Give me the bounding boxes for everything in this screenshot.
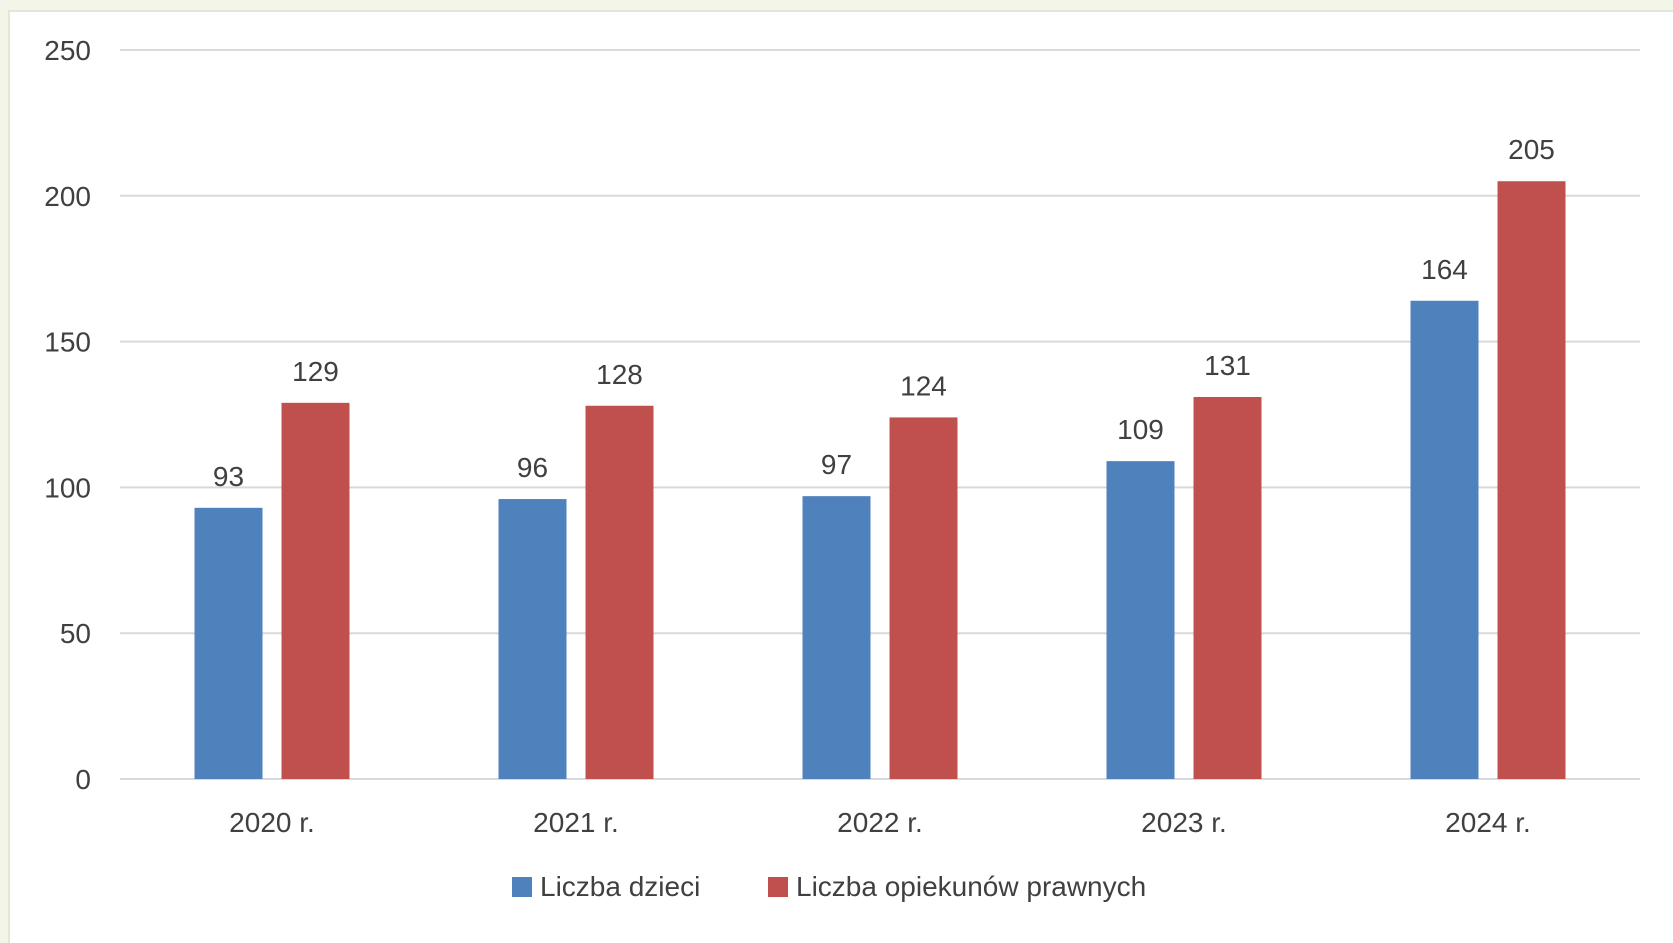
- bar-dzieci-1: [498, 499, 567, 779]
- data-label: 124: [900, 370, 947, 401]
- x-category-label: 2023 r.: [1141, 807, 1227, 838]
- bar-opiekunow-0: [281, 402, 350, 779]
- data-labels: 93 129 96 128 97 124 109 131 164 205: [213, 134, 1555, 492]
- data-label: 164: [1421, 254, 1468, 285]
- data-label: 131: [1204, 350, 1251, 381]
- y-tick-label: 250: [44, 35, 91, 66]
- legend-label: Liczba dzieci: [540, 871, 700, 902]
- y-tick-label: 200: [44, 181, 91, 212]
- legend-swatch: [768, 877, 788, 897]
- x-category-label: 2024 r.: [1445, 807, 1531, 838]
- bars: [194, 181, 1566, 780]
- bar-dzieci-4: [1410, 300, 1479, 779]
- legend: Liczba dzieci Liczba opiekunów prawnych: [512, 871, 1146, 902]
- legend-item-opiekunow: Liczba opiekunów prawnych: [768, 871, 1146, 902]
- data-label: 109: [1117, 414, 1164, 445]
- y-tick-label: 100: [44, 472, 91, 503]
- legend-swatch: [512, 877, 532, 897]
- data-label: 128: [596, 359, 643, 390]
- bar-dzieci-2: [802, 496, 871, 779]
- bar-opiekunow-1: [585, 405, 654, 779]
- data-label: 96: [517, 452, 548, 483]
- data-label: 93: [213, 461, 244, 492]
- legend-item-dzieci: Liczba dzieci: [512, 871, 700, 902]
- y-tick-label: 50: [60, 618, 91, 649]
- y-axis-ticks: 0 50 100 150 200 250: [44, 35, 91, 795]
- x-category-label: 2020 r.: [229, 807, 315, 838]
- y-tick-label: 150: [44, 327, 91, 358]
- x-category-label: 2022 r.: [837, 807, 923, 838]
- bar-dzieci-0: [194, 507, 263, 779]
- data-label: 97: [821, 449, 852, 480]
- bar-opiekunow-4: [1497, 181, 1566, 780]
- gridlines: [120, 49, 1640, 780]
- bar-opiekunow-3: [1193, 397, 1262, 779]
- bar-opiekunow-2: [889, 417, 958, 779]
- legend-label: Liczba opiekunów prawnych: [796, 871, 1146, 902]
- x-axis-categories: 2020 r. 2021 r. 2022 r. 2023 r. 2024 r.: [229, 807, 1531, 838]
- data-label: 205: [1508, 134, 1555, 165]
- data-label: 129: [292, 356, 339, 387]
- y-tick-label: 0: [75, 764, 91, 795]
- x-category-label: 2021 r.: [533, 807, 619, 838]
- bar-dzieci-3: [1106, 461, 1175, 779]
